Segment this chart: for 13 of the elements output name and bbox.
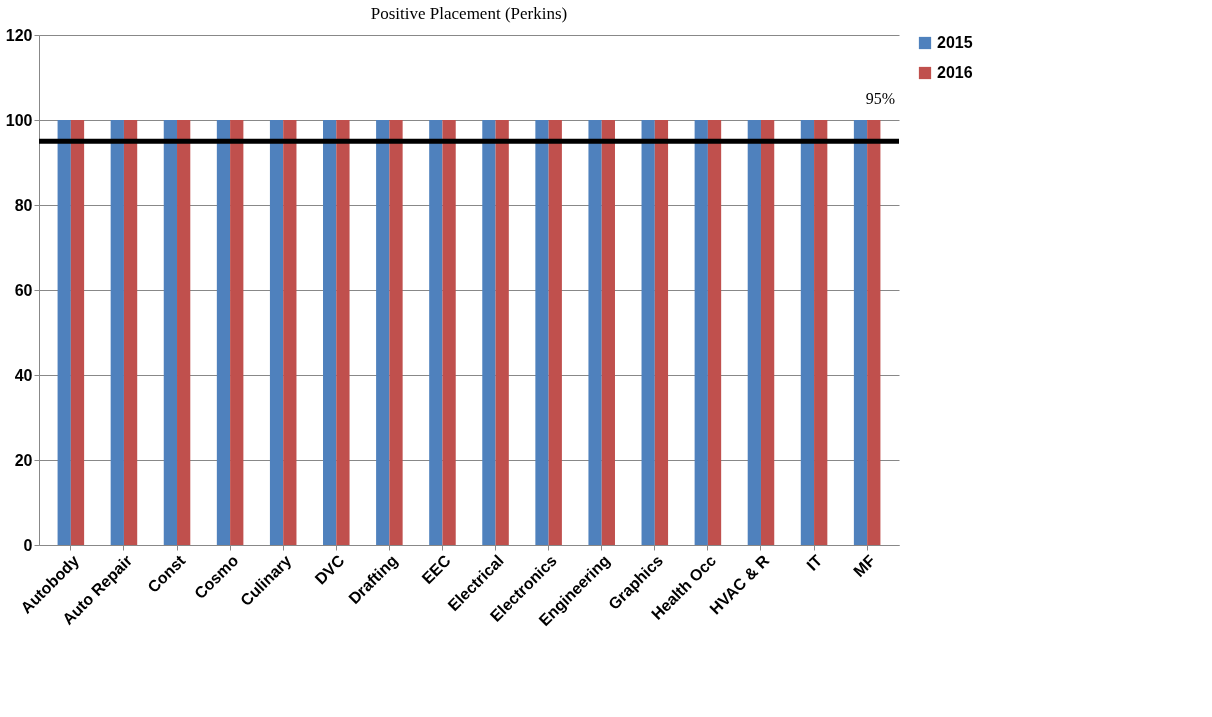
x-tick-label: IT — [803, 551, 826, 574]
y-tick-label: 60 — [14, 281, 33, 299]
x-tick-label: MF — [850, 551, 879, 581]
y-tick-label: 80 — [14, 196, 33, 214]
ref-line-label: 95% — [865, 90, 895, 108]
y-tick-label: 120 — [5, 26, 33, 44]
y-tick-label: 100 — [5, 111, 33, 129]
chart-title: Positive Placement (Perkins) — [370, 4, 568, 23]
y-tick-label: 20 — [14, 451, 33, 469]
legend-label: 2016 — [937, 64, 973, 81]
y-tick-label: 40 — [14, 366, 33, 384]
legend-label: 2015 — [937, 34, 973, 51]
y-tick-label: 0 — [23, 536, 33, 554]
